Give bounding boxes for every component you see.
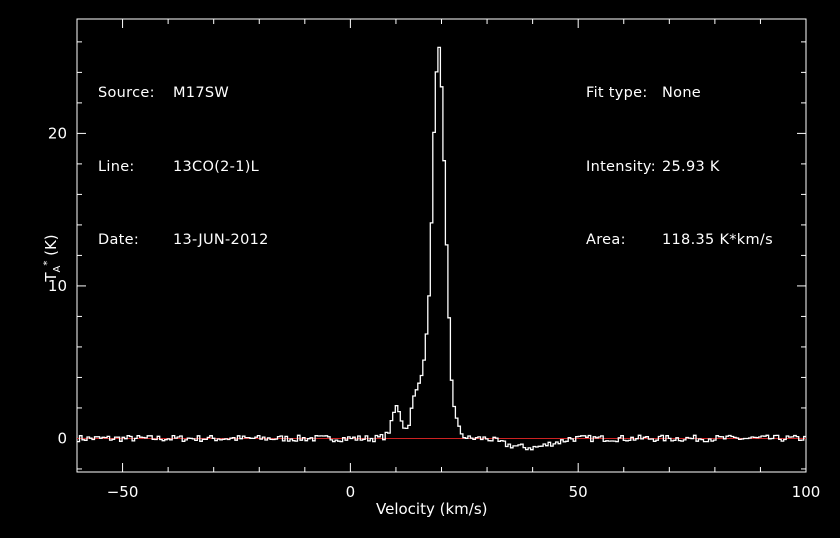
area-key: Area: bbox=[586, 232, 626, 248]
date-row: Date: 13-JUN-2012 bbox=[98, 228, 269, 253]
x-tick-label: 100 bbox=[792, 483, 821, 501]
line-row: Line: 13CO(2-1)L bbox=[98, 155, 269, 180]
intensity-value: 25.93 K bbox=[662, 158, 720, 175]
fit-value: None bbox=[662, 85, 702, 101]
x-axis-label: Velocity (km/s) bbox=[376, 500, 488, 518]
axis-tick-labels: −50 0 50 100 0 10 20 bbox=[48, 124, 820, 501]
y-tick-label: 0 bbox=[57, 429, 67, 447]
line-value: 13CO(2-1)L bbox=[173, 158, 260, 175]
spectrum-line bbox=[77, 46, 806, 451]
observation-info: Source: M17SW Line: 13CO(2-1)L Date: 13-JUN… bbox=[98, 32, 269, 277]
fit-key: Fit type: bbox=[586, 85, 648, 101]
y-tick-label: 20 bbox=[48, 124, 67, 142]
source-row: Source: M17SW bbox=[98, 81, 269, 106]
intensity-row: Intensity: 25.93 K bbox=[586, 155, 773, 180]
area-value: 118.35 K*km/s bbox=[662, 232, 773, 248]
date-key: Date: bbox=[98, 232, 140, 248]
date-value: 13-JUN-2012 bbox=[173, 232, 269, 248]
x-tick-label: 50 bbox=[569, 483, 588, 501]
x-tick-label: 0 bbox=[346, 483, 356, 501]
fit-row: Fit type: None bbox=[586, 81, 773, 106]
area-row: Area: 118.35 K*km/s bbox=[586, 228, 773, 253]
y-axis-label: TA* (K) bbox=[42, 234, 63, 282]
fit-info: Fit type: None Intensity: 25.93 K Area: 118… bbox=[586, 32, 773, 277]
source-key: Source: bbox=[98, 85, 155, 101]
y-tick-label: 10 bbox=[48, 277, 67, 295]
intensity-key: Intensity: bbox=[586, 158, 656, 175]
source-value: M17SW bbox=[173, 85, 230, 101]
x-tick-label: −50 bbox=[107, 483, 139, 501]
line-key: Line: bbox=[98, 158, 135, 175]
